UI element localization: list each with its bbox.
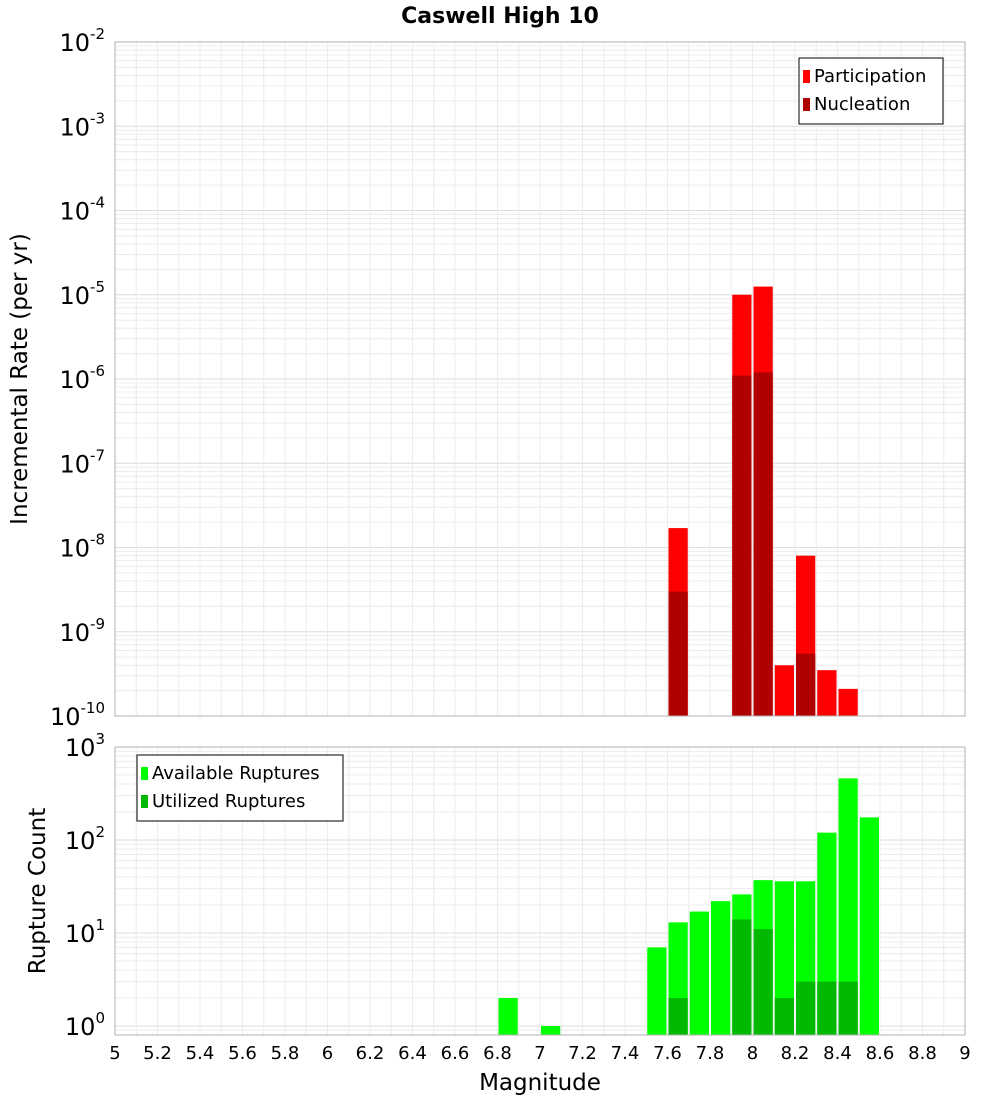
y-tick-label: 10-5 (59, 278, 105, 310)
bar (774, 881, 794, 1035)
grid-panel-0 (114, 41, 966, 717)
x-tick-label: 8.8 (908, 1043, 937, 1064)
bar (732, 375, 752, 716)
legend-label: Utilized Ruptures (152, 791, 305, 812)
legend-box (136, 754, 344, 822)
legend-label: Nucleation (814, 94, 910, 115)
bar (774, 665, 794, 716)
x-tick-label: 6.4 (398, 1043, 427, 1064)
bar (817, 670, 837, 716)
series-1-1 (668, 919, 858, 1035)
bar (753, 929, 773, 1035)
legend-label: Available Ruptures (152, 763, 320, 784)
bar (796, 653, 816, 716)
x-axis-label: Magnitude (479, 1070, 601, 1096)
bar (796, 981, 816, 1035)
x-tick-label: 7.2 (568, 1043, 597, 1064)
y-axis-label-count: Rupture Count (25, 808, 51, 974)
x-tick-label: 5.8 (271, 1043, 300, 1064)
y-tick-label: 10-9 (59, 615, 105, 647)
y-tick-label: 10-4 (59, 194, 105, 226)
bar (838, 778, 858, 1035)
series-0-1 (668, 372, 816, 716)
bar (668, 591, 688, 716)
y-tick-label: 10-2 (59, 25, 105, 57)
bar (838, 981, 858, 1035)
x-tick-label: 7 (534, 1043, 545, 1064)
y-tick-label: 101 (65, 916, 105, 948)
bar (838, 688, 858, 716)
legend-panel-0: Participation Nucleation (798, 57, 944, 125)
plot-frame-0 (114, 41, 966, 717)
x-tick-label: 5.2 (143, 1043, 172, 1064)
chart-plot-layer: 10-10 10-9 10-8 10-7 10-6 10-5 10-4 10-3 10-2 Par… (50, 25, 971, 1064)
y-tick-label: 10-7 (59, 446, 105, 478)
y-tick-label: 10-3 (59, 109, 105, 141)
legend-box (798, 57, 944, 125)
x-tick-label: 8.2 (781, 1043, 810, 1064)
x-tick-label: 7.6 (653, 1043, 682, 1064)
x-tick-label: 6.2 (356, 1043, 385, 1064)
y-tick-label: 100 (65, 1009, 105, 1041)
bar (753, 372, 773, 716)
x-tick-label: 6 (322, 1043, 333, 1064)
bar (668, 997, 688, 1035)
bar (647, 947, 667, 1035)
legend-label: Participation (814, 66, 926, 87)
bar (859, 817, 879, 1035)
x-tick-label: 7.4 (611, 1043, 640, 1064)
bar (498, 997, 518, 1035)
y-tick-label: 103 (65, 730, 105, 762)
y-tick-label: 10-8 (59, 531, 105, 563)
bar (817, 981, 837, 1035)
y-axis-label-rate: Incremental Rate (per yr) (7, 233, 33, 525)
bar (541, 1025, 561, 1035)
x-tick-label: 8.4 (823, 1043, 852, 1064)
bar (711, 901, 731, 1035)
bar (732, 919, 752, 1035)
legend-swatch (141, 767, 148, 780)
x-tick-label: 5.6 (228, 1043, 257, 1064)
plot-frame-1 (114, 746, 966, 1036)
legend-swatch (803, 70, 810, 83)
legend-swatch (141, 795, 148, 808)
y-tick-label: 10-6 (59, 362, 105, 394)
x-tick-label: 5 (109, 1043, 120, 1064)
x-tick-label: 7.8 (696, 1043, 725, 1064)
x-tick-label: 8.6 (866, 1043, 895, 1064)
bar (689, 911, 709, 1035)
legend-swatch (803, 98, 810, 111)
bar (774, 997, 794, 1035)
x-tick-label: 9 (959, 1043, 970, 1064)
y-tick-label: 10-10 (50, 699, 105, 731)
chart-title: Caswell High 10 (401, 4, 599, 29)
y-tick-label: 102 (65, 823, 105, 855)
x-tick-label: 6.6 (441, 1043, 470, 1064)
x-tick-label: 5.4 (186, 1043, 215, 1064)
x-tick-label: 6.8 (483, 1043, 512, 1064)
legend-panel-1: Available Ruptures Utilized Ruptures (136, 754, 344, 822)
x-tick-label: 8 (747, 1043, 758, 1064)
